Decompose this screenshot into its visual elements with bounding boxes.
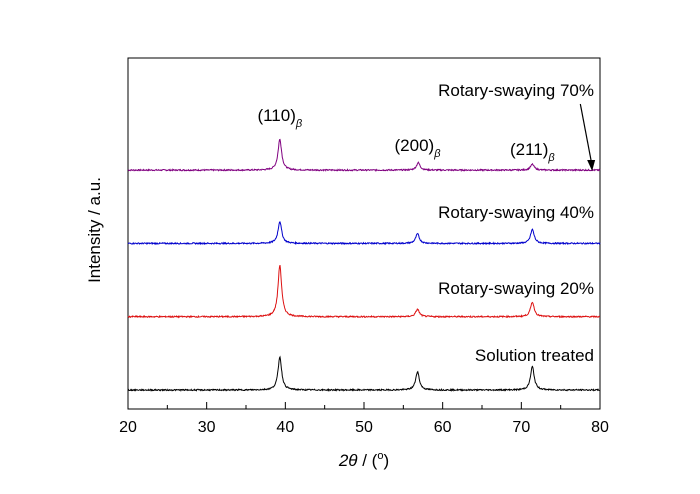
- series-line-2: [127, 264, 601, 319]
- x-axis-label-close: ): [383, 451, 389, 470]
- arrow-shaft: [579, 103, 593, 167]
- series-line-0: [127, 138, 601, 173]
- peak-label-0: (110)β: [257, 106, 302, 130]
- arrow-head: [587, 160, 596, 171]
- series-label-2: Rotary-swaying 20%: [438, 279, 594, 298]
- x-tick-label-30: 30: [198, 419, 216, 436]
- x-tick-label-80: 80: [591, 419, 609, 436]
- series-line-1: [127, 221, 601, 246]
- x-axis: 20 30 40 50 60 70 80: [119, 402, 609, 436]
- series-line-3: [127, 355, 600, 392]
- series-label-0: Rotary-swaying 70%: [438, 81, 594, 100]
- x-axis-label: 2θ / (o): [338, 450, 389, 470]
- peak-annotations: (110)β (200)β (211)β: [257, 106, 555, 164]
- x-axis-label-deg: o: [377, 450, 383, 462]
- x-tick-label-40: 40: [276, 419, 294, 436]
- x-tick-label-50: 50: [355, 419, 373, 436]
- peak-label-2: (211)β: [510, 140, 555, 164]
- series-lines: [127, 138, 601, 392]
- series-labels: Rotary-swaying 70% Rotary-swaying 40% Rota…: [438, 81, 594, 365]
- y-axis-label: Intensity / a.u.: [85, 177, 104, 283]
- annotation-arrow: [579, 103, 596, 171]
- x-tick-label-20: 20: [119, 419, 137, 436]
- x-axis-label-var: 2θ: [338, 451, 358, 470]
- series-label-1: Rotary-swaying 40%: [438, 203, 594, 222]
- x-axis-label-sep: / (: [358, 451, 378, 470]
- peak-label-1: (200)β: [395, 136, 442, 160]
- x-tick-label-70: 70: [512, 419, 530, 436]
- series-label-3: Solution treated: [475, 346, 594, 365]
- x-tick-label-60: 60: [434, 419, 452, 436]
